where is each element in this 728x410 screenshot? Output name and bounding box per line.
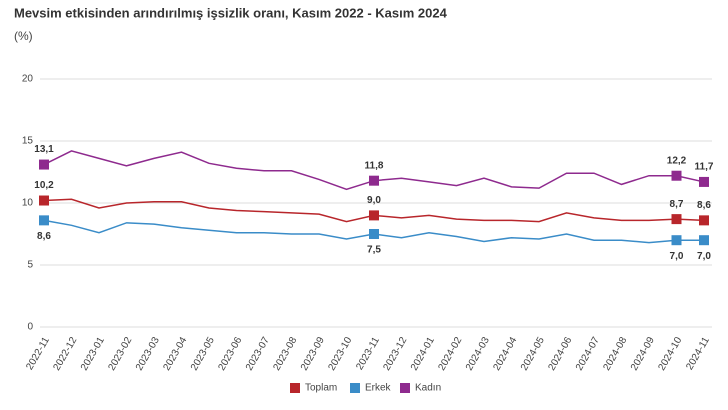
x-tick-label: 2023-05: [189, 335, 217, 373]
value-label: 11,8: [365, 160, 384, 171]
chart-title: Mevsim etkisinden arındırılmış işsizlik …: [14, 5, 448, 20]
x-tick-label: 2023-12: [382, 335, 410, 373]
x-tick-label: 2022-12: [52, 335, 80, 373]
point-marker: [671, 235, 682, 246]
value-label: 8,7: [670, 199, 684, 210]
legend-swatch: [290, 383, 300, 393]
x-tick-label: 2024-08: [602, 335, 630, 373]
x-tick-label: 2023-03: [134, 335, 162, 373]
x-tick-label: 2024-04: [492, 335, 520, 373]
point-marker: [671, 214, 682, 225]
x-tick-label: 2023-04: [162, 335, 190, 373]
value-label: 8,6: [37, 231, 51, 242]
point-marker: [699, 176, 709, 187]
y-tick-label: 20: [22, 74, 34, 85]
value-label: 7,5: [367, 245, 381, 256]
value-label: 11,7: [695, 162, 714, 173]
point-marker: [39, 195, 49, 206]
legend-label: Kadın: [415, 383, 441, 394]
point-marker: [39, 215, 49, 226]
x-tick-label: 2023-06: [217, 335, 245, 373]
point-marker: [699, 215, 709, 226]
x-tick-label: 2024-03: [464, 335, 492, 373]
x-tick-label: 2023-10: [327, 335, 355, 373]
chart-subtitle: (%): [14, 29, 33, 43]
x-tick-label: 2023-09: [299, 335, 327, 373]
point-marker: [39, 159, 49, 170]
y-tick-label: 15: [22, 136, 34, 147]
x-tick-label: 2024-10: [657, 335, 685, 373]
x-tick-label: 2023-07: [244, 335, 272, 373]
x-tick-label: 2024-01: [409, 335, 437, 373]
x-tick-label: 2023-02: [107, 335, 135, 373]
x-tick-label: 2024-07: [574, 335, 602, 373]
value-label: 12,2: [667, 155, 687, 166]
point-marker: [671, 170, 682, 181]
point-marker: [369, 210, 379, 221]
x-tick-label: 2024-05: [519, 335, 547, 373]
x-tick-label: 2023-08: [272, 335, 300, 373]
legend-label: Toplam: [305, 383, 337, 394]
value-label: 7,0: [697, 251, 711, 262]
value-label: 10,2: [34, 180, 54, 191]
x-tick-label: 2024-11: [684, 335, 712, 372]
value-label: 8,6: [697, 200, 711, 211]
y-tick-label: 0: [27, 322, 33, 333]
value-label: 7,0: [670, 251, 684, 262]
x-tick-label: 2024-02: [437, 335, 465, 373]
point-marker: [369, 229, 379, 239]
legend-swatch: [350, 383, 360, 393]
legend-swatch: [400, 383, 410, 393]
x-tick-label: 2023-11: [354, 335, 382, 372]
y-tick-label: 10: [22, 198, 34, 209]
legend-label: Erkek: [365, 383, 392, 394]
value-label: 9,0: [367, 195, 381, 206]
value-label: 13,1: [34, 144, 54, 155]
point-marker: [699, 235, 709, 246]
point-marker: [369, 175, 379, 186]
x-tick-label: 2023-01: [79, 335, 107, 373]
x-tick-label: 2024-09: [629, 335, 657, 373]
x-tick-label: 2022-11: [24, 335, 52, 372]
x-tick-label: 2024-06: [547, 335, 575, 373]
y-tick-label: 5: [27, 260, 33, 271]
